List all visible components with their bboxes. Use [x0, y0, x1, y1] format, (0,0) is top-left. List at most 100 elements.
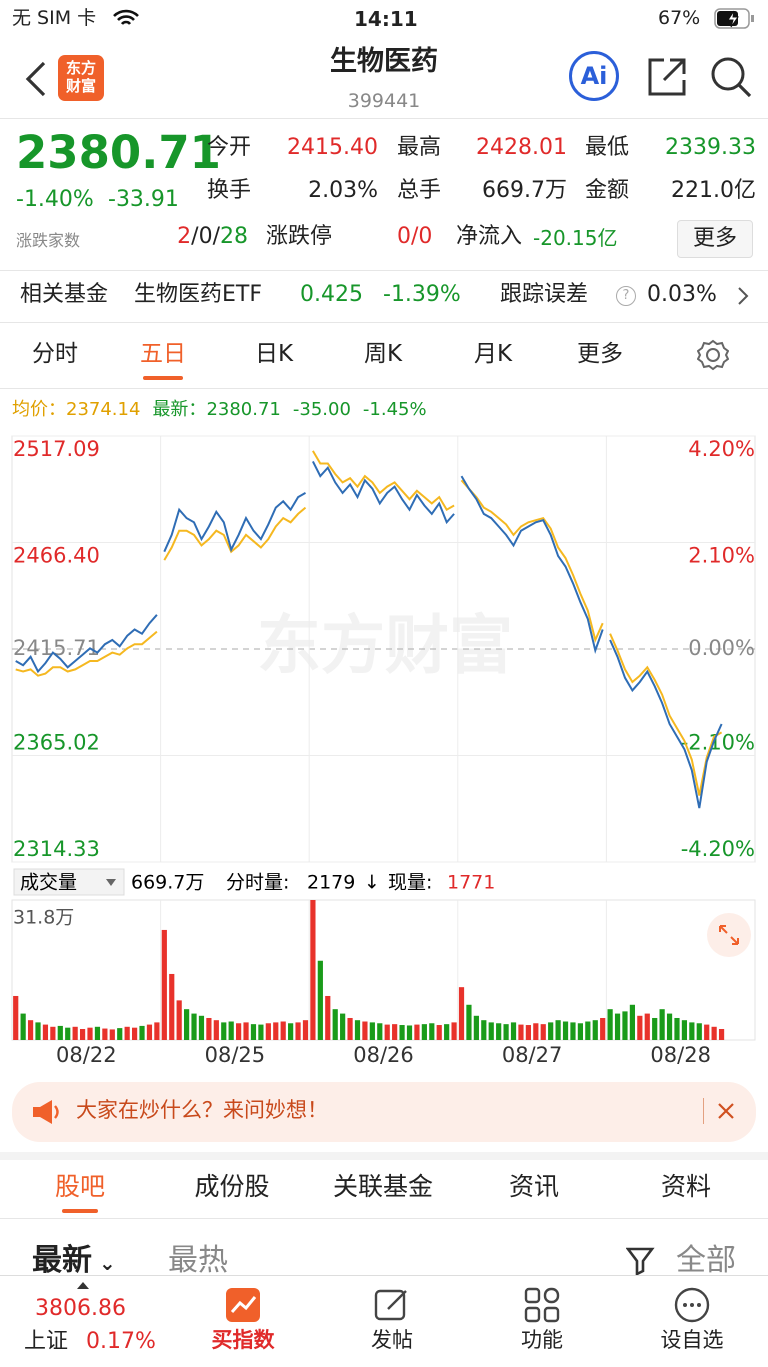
- volume-bar: [295, 1022, 301, 1040]
- average-line: [15, 630, 158, 677]
- back-button[interactable]: [22, 60, 52, 98]
- ask-banner[interactable]: [12, 1082, 756, 1142]
- price-line: [163, 492, 306, 553]
- more-button[interactable]: 更多: [677, 220, 753, 258]
- period-tab[interactable]: 五日: [140, 341, 186, 367]
- stat-label: 今开: [207, 135, 252, 160]
- volume-bar: [718, 1028, 725, 1040]
- icon: [524, 1287, 560, 1323]
- volume-bar: [577, 1023, 583, 1040]
- search-button[interactable]: [710, 56, 754, 100]
- sort-latest-text[interactable]: 最新: [32, 1243, 92, 1278]
- volume-bar: [629, 1004, 636, 1040]
- y2-tick-label: 4.20%: [688, 437, 755, 461]
- nav-icon[interactable]: [522, 1285, 562, 1325]
- volume-bar: [377, 1023, 383, 1040]
- volume-bar: [332, 1009, 338, 1040]
- y2-tick-label: 2.10%: [688, 544, 755, 568]
- nav-label[interactable]: 功能: [521, 1328, 563, 1352]
- volume-bar: [302, 1020, 309, 1040]
- sort-hot[interactable]: 最热: [168, 1243, 228, 1278]
- period-tab[interactable]: 更多: [577, 341, 623, 367]
- price-line: [460, 475, 604, 655]
- community-tab[interactable]: 关联基金: [332, 1172, 433, 1201]
- volume-bar: [562, 1021, 569, 1040]
- banner-text[interactable]: 大家在炒什么？来问妙想！: [76, 1098, 328, 1122]
- nav-icon[interactable]: [223, 1285, 263, 1325]
- volume-bar: [310, 900, 316, 1040]
- volume-bar: [13, 995, 19, 1040]
- help-icon[interactable]: ?: [616, 286, 636, 306]
- share-button[interactable]: [646, 56, 688, 98]
- volume-selector[interactable]: [13, 868, 125, 896]
- volume-bar: [169, 973, 175, 1040]
- community-tab[interactable]: 成份股: [194, 1172, 270, 1201]
- volume-bar: [191, 1013, 197, 1040]
- sse-index-name[interactable]: 上证: [24, 1329, 69, 1354]
- volume-bar: [570, 1022, 576, 1040]
- volume-bar: [369, 1022, 375, 1040]
- filter-all[interactable]: 全部: [676, 1243, 736, 1278]
- nav-label[interactable]: 设自选: [660, 1328, 724, 1352]
- volume-bar: [392, 1024, 398, 1040]
- up-count: 2: [177, 224, 192, 249]
- price-line: [609, 639, 723, 809]
- expand-button[interactable]: [707, 913, 751, 957]
- volume-bar: [525, 1025, 531, 1040]
- volume-label[interactable]: 成交量: [20, 872, 77, 894]
- y-tick-label: 2466.40: [13, 544, 100, 568]
- carrier: 无 SIM 卡: [12, 7, 97, 29]
- close-button[interactable]: [716, 1101, 736, 1121]
- x-tick-label: 08/25: [205, 1043, 266, 1067]
- volume-bar: [555, 1020, 561, 1040]
- fund-change: -1.39%: [383, 282, 461, 307]
- volume-bar: [87, 1027, 93, 1040]
- tab-underline: [143, 376, 183, 380]
- volume-bar: [481, 1020, 487, 1040]
- period-tab[interactable]: 月K: [473, 341, 513, 367]
- price-line: [15, 614, 158, 674]
- period-tab[interactable]: 周K: [363, 341, 403, 367]
- price-line: [312, 460, 455, 525]
- volume-bar: [265, 1023, 271, 1040]
- volume-bar: [35, 1022, 41, 1040]
- tab-underline: [62, 1209, 98, 1213]
- sse-index-value[interactable]: 3806.86: [35, 1296, 126, 1321]
- period-tab[interactable]: 分时: [32, 341, 78, 367]
- volume-bar: [72, 1026, 78, 1040]
- ai-button[interactable]: Ai: [569, 51, 619, 101]
- volume-total: 669.7万: [131, 872, 204, 894]
- x-tick-label: 08/26: [353, 1043, 414, 1067]
- nav-icon[interactable]: [672, 1285, 712, 1325]
- nav-label[interactable]: 买指数: [211, 1328, 275, 1352]
- period-tab[interactable]: 日K: [254, 341, 294, 367]
- sse-index-change[interactable]: 0.17%: [86, 1329, 156, 1354]
- down-count: 28: [220, 224, 248, 249]
- sort-latest[interactable]: 最新 ⌄: [32, 1243, 116, 1278]
- volume-bar: [243, 1022, 249, 1040]
- settings-button[interactable]: [697, 339, 729, 371]
- community-tab[interactable]: 资料: [660, 1172, 711, 1201]
- index-code: 399441: [347, 90, 421, 112]
- y-tick-label: 2314.33: [13, 837, 100, 861]
- volume-bar: [637, 1015, 643, 1040]
- volume-bar: [250, 1024, 257, 1040]
- average-line: [609, 633, 723, 796]
- community-tab[interactable]: 股吧: [54, 1172, 105, 1201]
- five-day-chart: 东方财富 成交量 669.7万 分时量: 2179 ↓ 现量: 1771 251…: [11, 435, 756, 1067]
- volume-bar: [221, 1022, 227, 1040]
- community-tab[interactable]: 资讯: [508, 1172, 559, 1201]
- divider: [0, 322, 768, 323]
- volume-bar: [206, 1017, 212, 1040]
- nav-icon[interactable]: [372, 1285, 412, 1325]
- flat-count: /0/: [191, 224, 220, 249]
- nav-label[interactable]: 发帖: [371, 1328, 413, 1352]
- filter-icon[interactable]: [626, 1246, 660, 1276]
- volume-bar: [607, 1009, 613, 1040]
- y2-tick-label: 0.00%: [688, 636, 755, 660]
- fund-name[interactable]: 生物医药ETF: [134, 282, 262, 307]
- now-volume: 1771: [447, 872, 495, 894]
- icon: [226, 1288, 260, 1322]
- volume-bar: [184, 1009, 190, 1040]
